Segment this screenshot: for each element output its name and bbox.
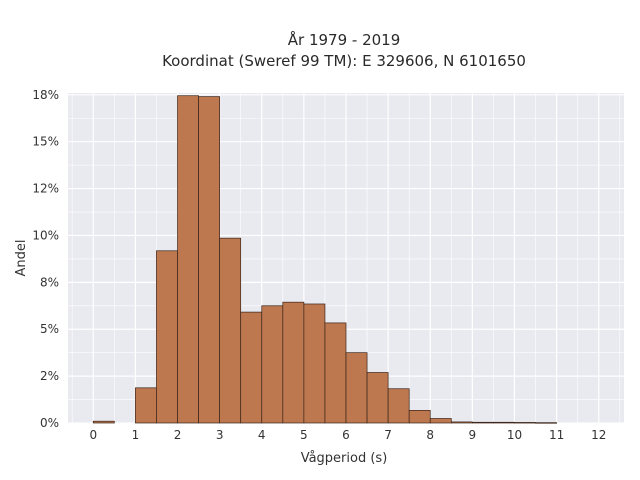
histogram-bar <box>135 387 157 424</box>
y-tick-label: 12% <box>32 182 59 196</box>
y-axis-ticks: 0% 2% 5% 8% 10% 12% 15% 18% <box>32 88 59 430</box>
x-tick-label: 4 <box>258 428 266 442</box>
histogram-bar <box>324 322 347 424</box>
y-tick-label: 2% <box>40 369 59 383</box>
x-tick-label: 7 <box>384 428 392 442</box>
histogram-bar <box>240 311 263 424</box>
x-tick-label: 1 <box>132 428 140 442</box>
histogram-bars <box>92 95 557 424</box>
x-tick-label: 12 <box>591 428 606 442</box>
x-tick-label: 2 <box>174 428 182 442</box>
x-tick-label: 9 <box>469 428 477 442</box>
histogram-bar <box>156 250 178 424</box>
histogram-bar <box>535 422 557 424</box>
x-tick-label: 10 <box>507 428 522 442</box>
y-tick-label: 8% <box>40 275 59 289</box>
chart-subtitle: Koordinat (Sweref 99 TM): E 329606, N 61… <box>162 52 526 70</box>
x-tick-label: 0 <box>89 428 97 442</box>
histogram-bar <box>514 422 536 424</box>
histogram-bar <box>366 372 389 424</box>
y-tick-label: 5% <box>40 322 59 336</box>
x-tick-label: 5 <box>300 428 308 442</box>
y-tick-label: 10% <box>32 228 59 242</box>
histogram-bar <box>429 418 452 424</box>
histogram-bar <box>345 352 368 424</box>
x-tick-label: 11 <box>549 428 564 442</box>
y-tick-label: 0% <box>40 416 59 430</box>
histogram-bar <box>387 388 410 424</box>
histogram-bar <box>261 305 284 424</box>
histogram-bar <box>303 303 326 424</box>
y-tick-label: 18% <box>32 88 59 102</box>
x-axis-label: Vågperiod (s) <box>301 451 388 466</box>
histogram-bar <box>493 421 515 424</box>
x-tick-label: 3 <box>216 428 224 442</box>
x-tick-label: 8 <box>426 428 434 442</box>
y-tick-label: 15% <box>32 135 59 149</box>
chart-title: År 1979 - 2019 <box>288 30 401 49</box>
histogram-bar <box>177 95 199 424</box>
histogram-bar <box>92 420 115 424</box>
y-axis-label: Andel <box>14 240 29 277</box>
histogram-bar <box>219 237 242 424</box>
histogram-bar <box>450 421 473 424</box>
x-tick-label: 6 <box>342 428 350 442</box>
histogram-bar <box>408 410 431 424</box>
histogram-bar <box>198 96 220 424</box>
x-axis-ticks: 0 1 2 3 4 5 6 7 8 9 10 11 12 <box>89 428 606 442</box>
histogram-bar <box>282 301 305 424</box>
histogram-bar <box>472 421 494 424</box>
